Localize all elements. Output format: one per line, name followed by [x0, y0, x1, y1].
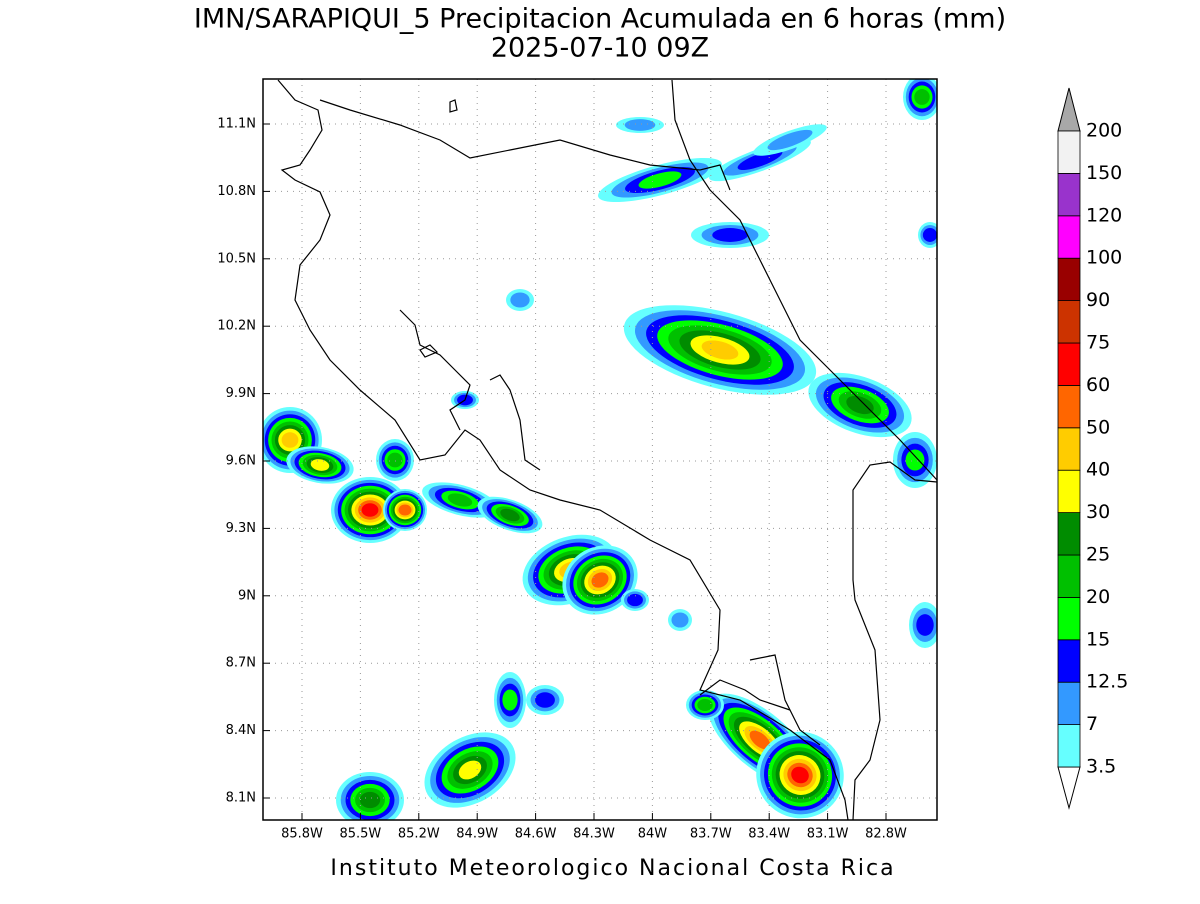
- rain-cell: [916, 614, 934, 636]
- colorbar-swatch: [1057, 554, 1081, 598]
- rain-cell: [387, 452, 403, 468]
- colorbar-label: 7: [1086, 713, 1098, 735]
- colorbar-label: 20: [1086, 586, 1110, 608]
- lon-label: 85.5W: [339, 827, 381, 842]
- lat-label: 8.4N: [226, 723, 256, 738]
- lon-label: 84W: [638, 827, 668, 842]
- colorbar-swatch: [1057, 681, 1081, 726]
- lon-label: 84.9W: [456, 827, 498, 842]
- rain-cell: [697, 699, 713, 711]
- colorbar-label: 30: [1086, 501, 1110, 523]
- colorbar: 3.5 7 12.5 15 20 25 30 40 50 60 75 90 100 120 150 200: [1057, 87, 1128, 810]
- rain-cell: [914, 89, 930, 105]
- colorbar-label: 15: [1086, 628, 1110, 650]
- colorbar-swatch: [1057, 257, 1081, 302]
- colorbar-label: 25: [1086, 544, 1110, 566]
- rain-cell: [701, 340, 739, 360]
- colorbar-swatch: [1057, 384, 1081, 429]
- rain-cell: [767, 129, 813, 151]
- lat-label: 9.6N: [226, 454, 256, 469]
- colorbar-label: 75: [1086, 332, 1110, 354]
- rain-cell: [310, 459, 330, 471]
- colorbar-swatch: [1057, 342, 1081, 386]
- rain-cell: [749, 730, 771, 750]
- rain-cell: [398, 504, 412, 516]
- rain-cell: [535, 692, 555, 708]
- lat-label: 9.3N: [226, 521, 256, 536]
- title: IMN/SARAPIQUI_5 Precipitacion Acumulada …: [194, 4, 1006, 35]
- colorbar-swatch: [1057, 300, 1081, 344]
- lon-label: 83.1W: [807, 827, 849, 842]
- rain-cell: [281, 432, 299, 448]
- lat-label: 10.2N: [217, 319, 256, 334]
- subtitle: 2025-07-10 09Z: [491, 33, 709, 64]
- rain-cell: [791, 766, 809, 784]
- colorbar-swatch: [1057, 512, 1081, 556]
- lon-label: 82.8W: [865, 827, 907, 842]
- colorbar-label: 3.5: [1086, 756, 1116, 778]
- rain-cell: [500, 508, 520, 522]
- lon-label: 84.3W: [573, 827, 615, 842]
- rain-cell: [627, 593, 643, 607]
- colorbar-swatch: [1057, 427, 1081, 471]
- colorbar-swatch: [1057, 172, 1081, 217]
- lon-label: 83.4W: [748, 827, 790, 842]
- lat-label: 10.5N: [217, 251, 256, 266]
- colorbar-label: 50: [1086, 416, 1110, 438]
- lon-label: 83.7W: [690, 827, 732, 842]
- rain-cell: [638, 171, 682, 189]
- lat-label: 8.1N: [226, 791, 256, 806]
- over-triangle: [1057, 87, 1081, 132]
- rain-cell: [712, 228, 748, 242]
- rain-cell: [447, 493, 473, 507]
- lat-axis: 11.1N 10.8N 10.5N 10.2N 9.9N 9.6N 9.3N 9N 8.7N 8.…: [217, 117, 270, 806]
- lat-label: 10.8N: [217, 184, 256, 199]
- lon-label: 85.2W: [398, 827, 440, 842]
- colorbar-swatch: [1057, 215, 1081, 259]
- rain-cell: [624, 119, 656, 131]
- rain-cell: [905, 449, 925, 471]
- rain-cell: [846, 395, 874, 415]
- lat-label: 9N: [238, 588, 256, 603]
- lon-label: 84.6W: [515, 827, 557, 842]
- rain-cell: [359, 791, 381, 809]
- colorbar-label: 120: [1086, 204, 1122, 226]
- rain-cell: [502, 689, 518, 711]
- colorbar-label: 100: [1086, 247, 1122, 269]
- footer: Instituto Meteorologico Nacional Costa R…: [330, 856, 895, 881]
- colorbar-swatch: [1057, 130, 1081, 174]
- colorbar-swatch: [1057, 724, 1081, 768]
- coastlines: [277, 79, 937, 820]
- rain-cell: [510, 292, 530, 308]
- rain-cell: [591, 572, 609, 588]
- colorbar-label: 40: [1086, 459, 1110, 481]
- under-triangle: [1057, 766, 1081, 810]
- map-frame: [262, 78, 938, 821]
- colorbar-label: 12.5: [1086, 671, 1128, 693]
- rain-cell: [671, 612, 689, 628]
- colorbar-swatch: [1057, 469, 1081, 514]
- colorbar-label: 60: [1086, 374, 1110, 396]
- lon-label: 85.8W: [281, 827, 323, 842]
- colorbar-swatch: [1057, 597, 1081, 641]
- colorbar-label: 90: [1086, 289, 1110, 311]
- grid: [263, 79, 937, 820]
- lat-label: 8.7N: [226, 656, 256, 671]
- colorbar-label: 150: [1086, 162, 1122, 184]
- lat-label: 11.1N: [217, 117, 256, 132]
- colorbar-label: 200: [1086, 120, 1122, 142]
- rain-cell: [458, 760, 482, 780]
- rain-cell: [922, 228, 937, 242]
- lon-axis: 85.8W 85.5W 85.2W 84.9W 84.6W 84.3W 84W 83.7W 83…: [281, 813, 907, 842]
- precipitation: [263, 79, 937, 820]
- rain-cell: [361, 503, 379, 517]
- rain-cell: [737, 150, 783, 170]
- colorbar-swatch: [1057, 639, 1081, 683]
- lat-label: 9.9N: [226, 386, 256, 401]
